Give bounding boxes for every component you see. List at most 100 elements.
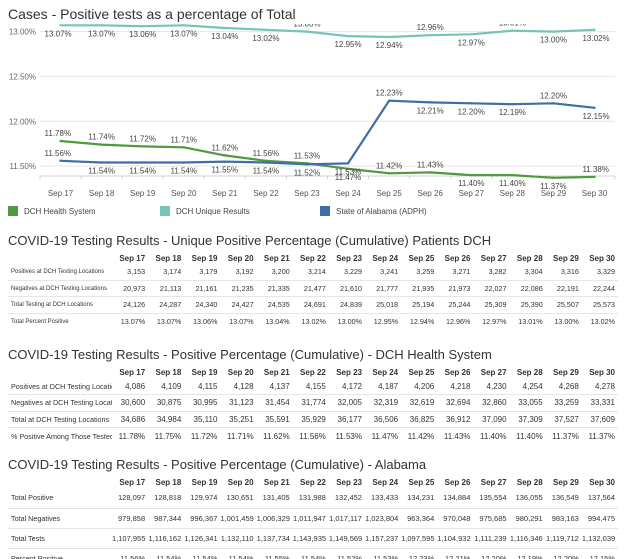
column-header: Sep 23 xyxy=(336,253,362,263)
table-cell: 20,973 xyxy=(112,279,149,297)
data-label: 13.02% xyxy=(252,34,279,43)
table-cell: 3,153 xyxy=(127,267,146,277)
series-point xyxy=(428,101,432,104)
series-point xyxy=(264,159,268,162)
column-header: Sep 22 xyxy=(300,253,326,263)
table-cell: 13.00% xyxy=(545,312,582,330)
y-tick-label: 11.50% xyxy=(9,162,36,171)
legend-label: State of Alabama (ADPH) xyxy=(336,206,427,216)
table-cell: 12.20% xyxy=(473,547,510,559)
table-cell: 3,271 xyxy=(452,267,471,277)
table-cell: 21,235 xyxy=(220,279,257,297)
table-cell: 13.07% xyxy=(220,312,257,330)
series-point xyxy=(511,29,514,32)
table-cell: 13.02% xyxy=(292,312,329,330)
row-label: Total Testing at DCH Locations xyxy=(8,296,112,314)
series-point xyxy=(346,162,350,165)
table-cell: 996,367 xyxy=(184,507,221,528)
data-label: 12.20% xyxy=(540,91,567,100)
column-header: Sep 30 xyxy=(589,367,615,377)
table-cell: 979,858 xyxy=(112,507,149,528)
table-cell: 11.43% xyxy=(437,427,474,444)
table-cell: 3,241 xyxy=(380,267,399,277)
series-point xyxy=(387,99,391,102)
table-row: Total Percent Positive 13.07% 13.07% 13.06%… xyxy=(8,312,618,330)
table-cell: 11.42% xyxy=(401,427,438,444)
table-cell: 4,230 xyxy=(486,381,507,391)
series-point xyxy=(223,160,227,163)
legend-swatch xyxy=(160,206,170,216)
table-cell: 11.78% xyxy=(112,427,149,444)
x-tick-label: Sep 19 xyxy=(130,189,156,198)
table-cell: 11.62% xyxy=(256,427,293,444)
table-cell: 11.55% xyxy=(256,547,293,559)
table-cell: 1,107,955 xyxy=(112,527,149,548)
table-cell: 24,691 xyxy=(292,296,329,314)
data-label: 12.96% xyxy=(417,24,444,32)
series-point xyxy=(182,146,185,149)
x-tick-label: Sep 29 xyxy=(541,189,567,198)
table-cell: 25,390 xyxy=(509,296,546,314)
table-cell: 13.01% xyxy=(509,312,546,330)
column-header: Sep 30 xyxy=(589,253,615,263)
table-cell: 37,090 xyxy=(473,410,510,428)
table-cell: 12.97% xyxy=(473,312,510,330)
x-tick-label: Sep 27 xyxy=(459,189,485,198)
x-tick-label: Sep 25 xyxy=(376,189,402,198)
table-cell: 24,839 xyxy=(328,296,365,314)
table-cell: 11.53% xyxy=(328,427,365,444)
table-cell: 21,610 xyxy=(328,279,365,297)
series-point xyxy=(346,34,350,38)
column-header: Sep 21 xyxy=(263,477,290,487)
table-cell: 12.15% xyxy=(581,547,618,559)
table-cell: 12.20% xyxy=(545,547,582,559)
table-cell: 31,774 xyxy=(292,394,329,411)
table-cell: 987,344 xyxy=(148,507,185,528)
series-point xyxy=(305,30,309,33)
column-header: Sep 27 xyxy=(480,253,507,263)
series-point xyxy=(182,161,185,164)
table-row: Positives at DCH Testing Locations 4,086 4… xyxy=(8,378,618,395)
table-cell: 1,132,039 xyxy=(581,527,618,548)
series-point xyxy=(59,139,62,143)
table-cell: 1,149,569 xyxy=(328,527,365,548)
table-row: Total Testing at DCH Locations 24,126 24,2… xyxy=(8,296,618,314)
series-point xyxy=(223,154,227,157)
table-title-alabama: COVID-19 Testing Results - Positive Perc… xyxy=(8,457,427,472)
table-cell: 4,187 xyxy=(378,381,399,391)
column-header: Sep 17 xyxy=(119,253,146,263)
series-point xyxy=(470,33,473,36)
chart-title: Cases - Positive tests as a percentage o… xyxy=(8,6,296,22)
table-cell: 4,155 xyxy=(305,381,326,391)
chart-legend: DCH Health System DCH Unique Results State… xyxy=(8,206,624,220)
table-title-unique-dch: COVID-19 Testing Results - Unique Positi… xyxy=(8,233,492,248)
table-title-dch-health-system: COVID-19 Testing Results - Positive Perc… xyxy=(8,347,492,362)
table-cell: 134,231 xyxy=(407,493,435,503)
table-cell: 11.47% xyxy=(364,427,402,444)
table-cell: 11.54% xyxy=(220,547,257,559)
data-label: 11.42% xyxy=(376,161,403,170)
series-point xyxy=(387,35,391,39)
x-tick-label: Sep 20 xyxy=(171,189,197,198)
data-label: 11.56% xyxy=(45,149,72,158)
table-cell: 11.37% xyxy=(581,427,618,444)
x-tick-label: Sep 21 xyxy=(212,189,238,198)
series-point xyxy=(593,106,596,110)
table-cell: 4,128 xyxy=(233,381,254,391)
series-point xyxy=(264,28,268,31)
series-point xyxy=(511,103,514,106)
table-corner xyxy=(8,476,112,488)
table-cell: 11.72% xyxy=(184,427,221,444)
table-cell: 3,329 xyxy=(597,267,615,277)
table-cell: 4,086 xyxy=(125,381,146,391)
table-cell: 35,591 xyxy=(256,410,293,428)
column-header: Sep 25 xyxy=(408,253,435,263)
data-label: 12.23% xyxy=(376,89,403,98)
table-cell: 37,527 xyxy=(545,410,582,428)
table-cell: 13.04% xyxy=(256,312,293,330)
row-label: Total Negatives xyxy=(8,507,112,528)
row-label: Percent Positive xyxy=(8,547,112,559)
table-cell: 25,018 xyxy=(364,296,402,314)
column-header: Sep 20 xyxy=(227,253,254,263)
series-line-1 xyxy=(60,24,595,39)
